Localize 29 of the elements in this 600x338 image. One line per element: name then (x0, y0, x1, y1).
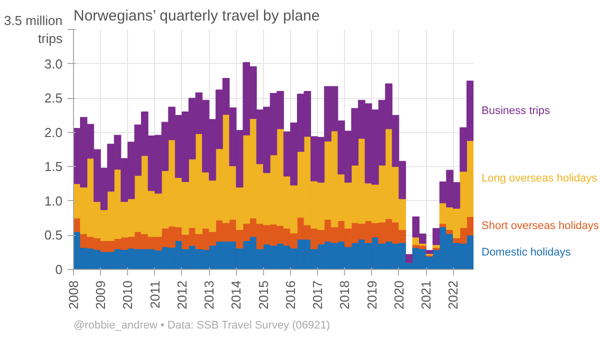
x-tick-label: 2010 (120, 280, 136, 310)
x-tick-label: 2018 (337, 280, 352, 310)
x-tick-label: 2017 (310, 280, 326, 310)
x-tick-label: 2012 (174, 280, 190, 310)
series-label: Business trips (482, 104, 550, 117)
series-label: Long overseas holidays (482, 172, 598, 185)
x-tick-label: 2008 (66, 280, 81, 310)
x-tick-label: 2019 (364, 280, 380, 310)
chart-title: Norwegians’ quarterly travel by plane (74, 8, 320, 24)
text: @robbie_andrew • Data: SSB Travel Survey (06921) (74, 320, 330, 332)
series-label: Domestic holidays (482, 246, 572, 258)
x-tick-label: 2020 (391, 280, 406, 310)
y-tick-label: 2.0 (44, 124, 63, 140)
y-tick-label: 3.5 million trips (4, 13, 63, 46)
x-tick-label: 2016 (282, 280, 298, 310)
x-tick-label: 2021 (418, 280, 434, 310)
y-tick-label: 2.5 (44, 90, 63, 106)
series-label: Short overseas holidays (482, 220, 600, 232)
x-tick-label: 2015 (256, 280, 271, 310)
x-tick-label: 2009 (93, 280, 108, 310)
x-tick-label: 2014 (228, 280, 244, 310)
y-tick-label: 0.5 (44, 228, 63, 243)
y-tick-label: 3.0 (44, 56, 63, 72)
x-tick-label: 2013 (202, 280, 217, 310)
y-tick-label: 1.5 (44, 159, 63, 174)
y-tick-label: 1.0 (44, 193, 63, 208)
x-tick-label: 2011 (147, 280, 162, 308)
y-tick-label: 0 (55, 262, 63, 277)
x-tick-label: 2022 (446, 280, 461, 310)
